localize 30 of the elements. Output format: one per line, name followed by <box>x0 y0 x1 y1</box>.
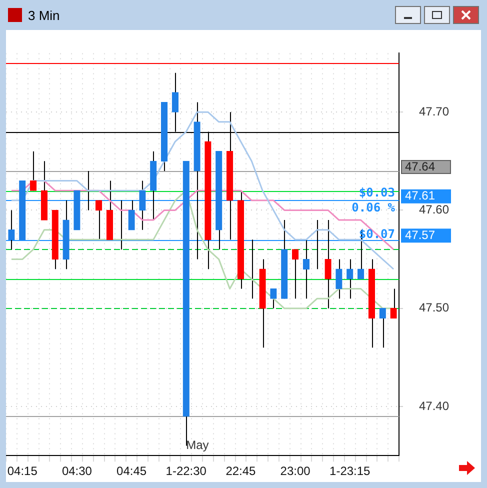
candlestick <box>95 200 102 240</box>
x-tick-label: 1-23:15 <box>330 464 371 478</box>
candlestick <box>292 248 299 300</box>
annotation: 0.06 % <box>352 200 396 214</box>
candlestick <box>302 239 310 300</box>
y-tick-label: 47.40 <box>419 398 450 413</box>
candlestick <box>379 308 386 348</box>
x-tick-label: 04:30 <box>62 464 92 478</box>
ref-line-label: 47.57 <box>405 228 436 242</box>
candlestick <box>30 150 37 192</box>
ref-line-label: 47.61 <box>405 188 436 203</box>
candlestick <box>390 288 397 319</box>
x-tick-label: 1-22:30 <box>166 464 207 478</box>
y-tick-label: 47.50 <box>419 300 450 315</box>
candlestick <box>346 258 354 300</box>
x-tick-label: 22:45 <box>226 464 256 478</box>
candlestick <box>324 220 332 309</box>
candlestick <box>139 180 146 230</box>
chart-title: 3 Min <box>28 8 60 23</box>
x-tick-label: 04:45 <box>116 464 147 478</box>
x-tick-label: 23:00 <box>280 464 311 478</box>
ref-line-label: 47.64 <box>405 159 436 174</box>
y-tick-label: 47.60 <box>419 202 450 217</box>
x-tick-label: 04:15 <box>7 464 38 478</box>
y-tick-label: 47.70 <box>419 104 450 118</box>
candlestick <box>128 200 135 230</box>
annotation: May <box>186 438 209 452</box>
candlestick <box>270 288 277 309</box>
candlestick <box>8 210 15 250</box>
candlestick <box>336 258 342 300</box>
